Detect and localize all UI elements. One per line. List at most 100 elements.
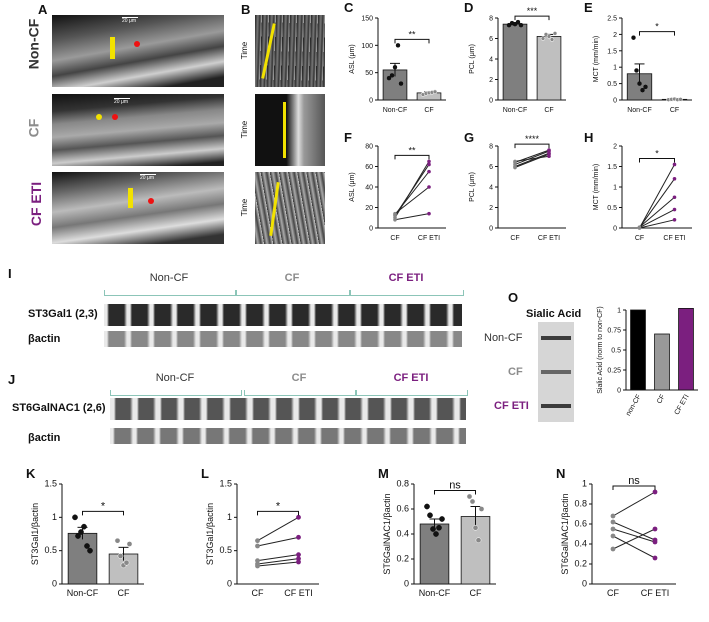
kymograph-non-cf bbox=[255, 15, 325, 87]
y-tick-label: 0.75 bbox=[607, 328, 621, 335]
pair-line bbox=[639, 209, 675, 229]
data-point bbox=[427, 169, 431, 174]
panel-letter: H bbox=[584, 130, 593, 145]
y-tick-label: 0 bbox=[369, 98, 373, 105]
panel-letter: C bbox=[344, 0, 354, 15]
data-point bbox=[543, 32, 549, 37]
x-tick-label: CF bbox=[424, 107, 433, 114]
pair-line bbox=[612, 528, 656, 550]
y-tick-label: 0 bbox=[227, 579, 232, 589]
data-point bbox=[472, 524, 479, 531]
data-point bbox=[255, 538, 260, 544]
dot-blot bbox=[538, 322, 574, 422]
y-tick-label: 0.4 bbox=[574, 539, 587, 549]
y-tick-label: 0.6 bbox=[574, 519, 587, 529]
group-label-cf: CF bbox=[291, 372, 307, 384]
chart-m: M 0 0.2 0.4 0.6 0.8 ST6GalNAC1/βactin Non-CF CF n… bbox=[378, 466, 496, 598]
y-tick-label: 0.4 bbox=[396, 529, 409, 539]
bracket bbox=[236, 290, 350, 296]
pair-line bbox=[612, 528, 656, 543]
data-point bbox=[506, 22, 512, 28]
y-tick-label: 0.5 bbox=[607, 81, 617, 88]
data-point bbox=[72, 514, 78, 521]
pair-line bbox=[514, 155, 550, 162]
y-tick-label: 2.5 bbox=[607, 16, 617, 23]
y-tick-label: 50 bbox=[365, 70, 373, 77]
data-point bbox=[513, 164, 517, 169]
sig-bracket bbox=[514, 15, 550, 21]
data-point bbox=[296, 534, 301, 540]
panel-label-o: O bbox=[508, 290, 519, 305]
data-point bbox=[643, 84, 648, 90]
y-tick-label: 1 bbox=[613, 65, 617, 72]
x-tick-label: Non-CF bbox=[67, 588, 99, 598]
sig-bracket bbox=[82, 510, 124, 516]
data-point bbox=[652, 555, 658, 561]
oct-image-cf: 20 μm bbox=[52, 94, 224, 166]
scale-label: 20 μm bbox=[122, 18, 136, 24]
blot-st6galnac1 bbox=[110, 398, 466, 420]
group-label-cf-eti: CF ETI bbox=[388, 272, 424, 284]
asl-marker-icon bbox=[128, 188, 133, 208]
data-point bbox=[255, 543, 260, 549]
y-tick-label: 0 bbox=[489, 98, 493, 105]
data-point bbox=[547, 148, 551, 152]
y-tick-label: 2 bbox=[613, 32, 617, 39]
x-tick-label: CF ETI bbox=[641, 588, 670, 598]
data-point bbox=[610, 546, 616, 552]
data-point bbox=[430, 526, 436, 532]
x-tick-label: CF ETI bbox=[674, 393, 691, 416]
sig-label: ns bbox=[449, 480, 461, 492]
pair-line bbox=[514, 153, 550, 168]
x-tick-label: Non-CF bbox=[503, 107, 528, 114]
panel-letter: M bbox=[378, 466, 389, 481]
group-label-cf: CF bbox=[284, 272, 300, 284]
pair-line bbox=[514, 152, 550, 167]
x-tick-label: Non-CF bbox=[627, 107, 652, 114]
panel-letter: K bbox=[26, 466, 36, 481]
x-tick-label: CF bbox=[670, 107, 679, 114]
x-tick-label: Non-CF bbox=[419, 588, 451, 598]
scale-label: 20 μm bbox=[140, 175, 154, 181]
asl-marker-icon bbox=[96, 114, 102, 120]
sig-label: ns bbox=[628, 475, 640, 487]
x-tick-label: CF bbox=[470, 588, 482, 598]
y-tick-label: 0 bbox=[489, 226, 493, 233]
panel-label-j: J bbox=[8, 372, 16, 387]
chart-f: F 0 20 40 60 80 ASL (μm) CF CF ETI ** bbox=[344, 130, 446, 242]
panel-label-a: A bbox=[38, 2, 48, 17]
data-point bbox=[392, 64, 398, 70]
y-axis-label: ST3Gal1/βactin bbox=[205, 503, 215, 565]
data-point bbox=[631, 35, 636, 40]
data-point bbox=[469, 498, 476, 505]
data-point bbox=[424, 503, 430, 510]
y-tick-label: 6 bbox=[489, 36, 493, 43]
sig-label: * bbox=[276, 500, 281, 512]
chart-k: K 0 0.5 1 1.5 ST3Gal1/βactin Non-CF CF * bbox=[26, 466, 144, 598]
y-axis-label: PCL (μm) bbox=[469, 172, 476, 202]
sig-label: **** bbox=[525, 134, 540, 144]
pair-line bbox=[612, 491, 656, 517]
data-point bbox=[547, 154, 551, 159]
y-tick-label: 0.5 bbox=[611, 348, 621, 355]
pair-line bbox=[257, 561, 299, 567]
y-tick-label: 4 bbox=[489, 185, 493, 192]
y-tick-label: 4 bbox=[489, 57, 493, 64]
y-tick-label: 0.5 bbox=[607, 205, 617, 212]
data-point bbox=[552, 31, 558, 36]
y-tick-label: 0.5 bbox=[44, 545, 57, 555]
y-tick-label: 100 bbox=[361, 43, 373, 50]
chart-o: 0 0.25 0.5 0.75 1 Sialic Acid (norm to non-CF… bbox=[597, 306, 698, 417]
sig-label: ** bbox=[408, 29, 416, 39]
pair-line bbox=[257, 536, 299, 547]
scale-bar bbox=[114, 98, 130, 99]
panel-label-b: B bbox=[241, 2, 251, 17]
data-point bbox=[296, 552, 301, 558]
y-tick-label: 0 bbox=[52, 579, 57, 589]
data-point bbox=[78, 529, 84, 535]
pair-line bbox=[639, 219, 675, 229]
data-point bbox=[296, 556, 301, 562]
dot-row-label-cf: CF bbox=[508, 366, 523, 378]
sig-bracket bbox=[612, 485, 656, 490]
pair-line bbox=[639, 196, 675, 228]
